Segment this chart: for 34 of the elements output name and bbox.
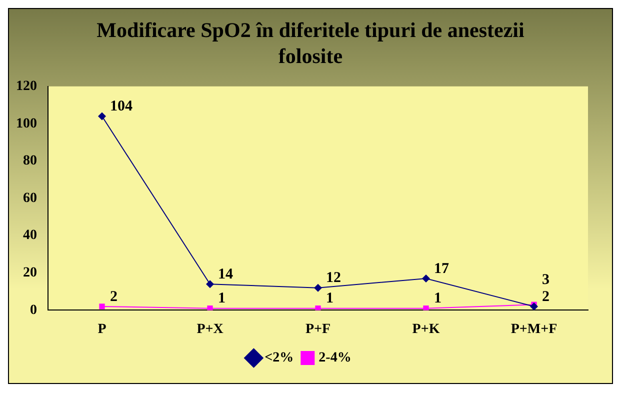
x-tick-label: P+X bbox=[196, 322, 224, 338]
y-tick-label: 40 bbox=[23, 228, 37, 244]
y-tick-label: 100 bbox=[16, 116, 37, 132]
y-tick-label: 0 bbox=[30, 302, 37, 318]
data-label: 12 bbox=[326, 270, 341, 286]
point bbox=[530, 302, 538, 310]
data-label: 104 bbox=[110, 98, 133, 115]
data-label: 1 bbox=[434, 290, 442, 307]
x-tick-label: P+F bbox=[305, 322, 331, 338]
point bbox=[206, 280, 214, 288]
data-label: 14 bbox=[218, 266, 234, 282]
y-tick-label: 20 bbox=[23, 266, 37, 281]
x-tick-label: P bbox=[98, 322, 107, 338]
point bbox=[314, 284, 322, 292]
point bbox=[315, 306, 321, 310]
legend-label: <2% bbox=[264, 350, 294, 366]
y-tick-label: 60 bbox=[23, 190, 37, 206]
x-tick-label: P+K bbox=[412, 322, 440, 338]
data-label: 17 bbox=[434, 260, 450, 277]
data-label: 2 bbox=[542, 288, 550, 305]
data-label: 3 bbox=[542, 272, 550, 288]
point bbox=[98, 112, 106, 120]
x-tick-label: P+M+F bbox=[510, 322, 558, 338]
point bbox=[422, 274, 430, 282]
point bbox=[207, 306, 213, 310]
data-label: 2 bbox=[110, 288, 118, 305]
point bbox=[99, 304, 105, 310]
y-tick-label: 120 bbox=[16, 79, 37, 94]
legend-label: 2-4% bbox=[318, 350, 352, 366]
point bbox=[423, 306, 429, 310]
chart-title: Modificare SpO2 în diferitele tipuri de anestezii folosite bbox=[96, 17, 526, 70]
data-label: 1 bbox=[218, 290, 226, 307]
data-label: 1 bbox=[326, 290, 334, 307]
y-tick-label: 80 bbox=[23, 154, 37, 169]
